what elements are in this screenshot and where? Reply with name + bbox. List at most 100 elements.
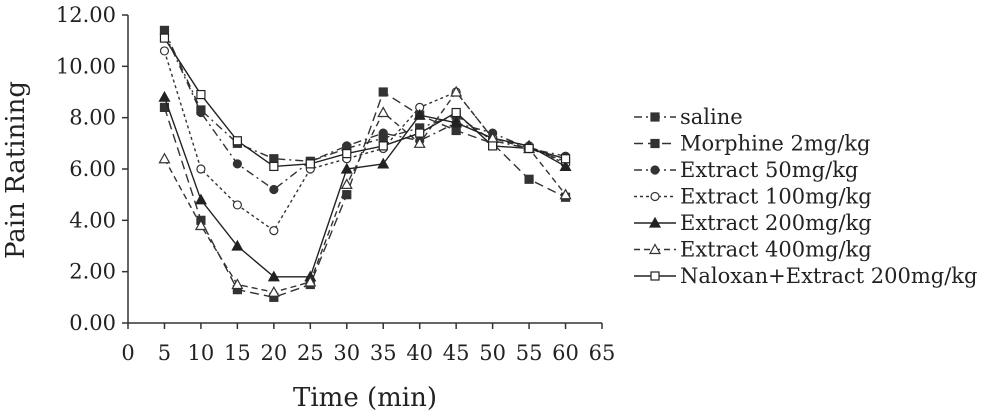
series-2 — [159, 28, 571, 195]
data-point — [194, 193, 207, 205]
data-point — [305, 159, 315, 169]
series-line — [163, 37, 566, 168]
legend-item: Extract 200mg/kg — [634, 211, 872, 235]
data-point — [377, 157, 390, 169]
legend-item: Extract 400mg/kg — [634, 238, 872, 262]
legend-label: Naloxan+Extract 200mg/kg — [680, 264, 977, 288]
data-point — [378, 128, 388, 138]
legend-swatch-marker — [650, 271, 660, 281]
data-point — [269, 154, 279, 164]
y-axis-title: Pain Ratining — [1, 81, 31, 259]
data-point — [158, 152, 171, 164]
data-point — [232, 159, 242, 169]
x-tick-label: 40 — [406, 341, 433, 365]
legend-label: saline — [680, 105, 743, 129]
x-tick-label: 50 — [479, 341, 506, 365]
data-point — [450, 116, 463, 128]
y-tick-label: 8.00 — [69, 106, 116, 130]
data-point — [378, 87, 388, 97]
data-point — [269, 184, 279, 195]
legend-swatch-marker — [650, 112, 660, 122]
y-tick-label: 4.00 — [69, 208, 116, 232]
x-axis-title: Time (min) — [293, 383, 437, 413]
data-point — [232, 200, 242, 210]
x-tick-label: 55 — [516, 341, 543, 365]
data-point — [378, 141, 388, 151]
data-point — [524, 143, 534, 154]
data-point — [413, 137, 426, 148]
y-tick-label: 6.00 — [69, 157, 116, 181]
x-tick-label: 5 — [158, 341, 171, 365]
data-point — [342, 190, 352, 200]
x-tick-label: 35 — [370, 341, 397, 365]
data-point — [560, 154, 571, 164]
x-tick-label: 45 — [443, 341, 470, 365]
legend-swatch-marker — [648, 216, 662, 228]
data-point — [488, 141, 498, 151]
data-point — [196, 107, 206, 118]
legend-label: Extract 400mg/kg — [680, 238, 872, 262]
data-point — [159, 33, 170, 43]
data-point — [342, 149, 352, 159]
y-ticks: 0.00 2.00 4.00 6.00 8.00 10.00 12.00 — [56, 3, 128, 335]
data-point — [196, 164, 206, 174]
series-5 — [158, 85, 572, 297]
series-line — [163, 90, 566, 299]
legend-item: Naloxan+Extract 200mg/kg — [634, 264, 977, 288]
data-point — [451, 107, 461, 118]
series-line — [163, 32, 566, 191]
data-point — [159, 46, 170, 56]
data-point — [158, 90, 171, 102]
data-point — [342, 141, 352, 151]
data-point — [304, 275, 317, 287]
data-point — [377, 106, 390, 118]
data-point — [267, 285, 280, 297]
legend-label: Morphine 2mg/kg — [680, 132, 870, 156]
legend-item: Extract 100mg/kg — [634, 185, 872, 209]
series-3 — [159, 46, 571, 236]
y-tick-label: 12.00 — [56, 3, 116, 27]
data-point — [451, 125, 461, 136]
legend-swatch-marker — [650, 191, 660, 202]
x-tick-label: 30 — [333, 341, 360, 365]
data-point — [269, 226, 279, 236]
data-point — [231, 278, 244, 290]
legend-swatch-marker — [650, 138, 660, 149]
x-tick-label: 25 — [297, 341, 324, 365]
data-point — [559, 160, 572, 172]
legend-label: Extract 100mg/kg — [680, 185, 872, 209]
x-tick-label: 60 — [552, 341, 579, 365]
y-tick-label: 10.00 — [56, 54, 116, 78]
data-point — [196, 89, 206, 100]
data-point — [340, 162, 353, 174]
data-point — [559, 188, 572, 200]
y-tick-label: 2.00 — [69, 260, 116, 284]
data-point — [194, 219, 207, 231]
plot-area: 0.00 2.00 4.00 6.00 8.00 10.00 12.00 0 5 10 15 20 2… — [56, 3, 615, 365]
x-tick-label: 0 — [121, 341, 134, 365]
x-ticks: 0 5 10 15 20 25 30 35 40 45 50 55 60 65 — [121, 323, 615, 365]
legend-item: Morphine 2mg/kg — [634, 132, 870, 156]
data-point — [450, 85, 463, 97]
legend-swatch-marker — [648, 243, 662, 255]
series-6 — [159, 33, 571, 172]
y-tick-label: 0.00 — [69, 311, 116, 335]
data-point — [232, 136, 242, 146]
x-tick-label: 15 — [224, 341, 251, 365]
data-point — [269, 161, 279, 172]
data-point — [340, 178, 353, 189]
data-point — [231, 239, 244, 251]
x-tick-label: 65 — [589, 341, 616, 365]
legend-item: Extract 50mg/kg — [634, 158, 858, 182]
legend-item: saline — [634, 105, 743, 129]
data-point — [267, 270, 280, 282]
legend-label: Extract 50mg/kg — [680, 158, 858, 182]
x-tick-label: 10 — [188, 341, 215, 365]
legend-label: Extract 200mg/kg — [680, 211, 872, 235]
data-point — [524, 174, 534, 184]
series-line — [163, 90, 567, 293]
legend-swatch-marker — [650, 165, 660, 175]
x-tick-label: 20 — [260, 341, 287, 365]
